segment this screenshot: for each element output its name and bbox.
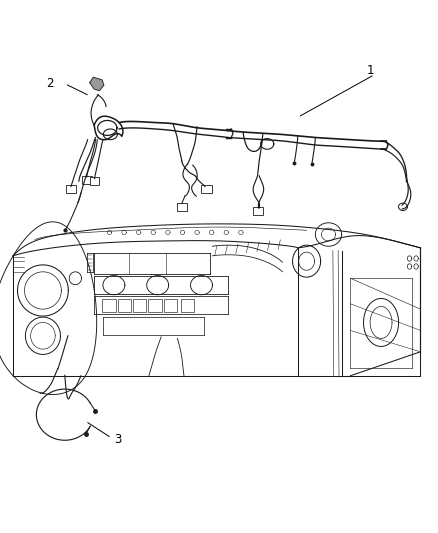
FancyBboxPatch shape <box>133 299 146 312</box>
FancyBboxPatch shape <box>90 177 99 185</box>
FancyBboxPatch shape <box>201 185 212 193</box>
Text: 2: 2 <box>46 77 54 90</box>
FancyBboxPatch shape <box>148 299 162 312</box>
FancyBboxPatch shape <box>177 203 187 211</box>
FancyBboxPatch shape <box>181 299 194 312</box>
Text: 1: 1 <box>366 64 374 77</box>
FancyBboxPatch shape <box>66 185 76 193</box>
FancyBboxPatch shape <box>164 299 177 312</box>
FancyBboxPatch shape <box>102 299 116 312</box>
FancyBboxPatch shape <box>82 176 92 184</box>
FancyBboxPatch shape <box>118 299 131 312</box>
FancyBboxPatch shape <box>253 207 263 215</box>
Polygon shape <box>90 77 104 91</box>
Text: 3: 3 <box>114 433 121 446</box>
